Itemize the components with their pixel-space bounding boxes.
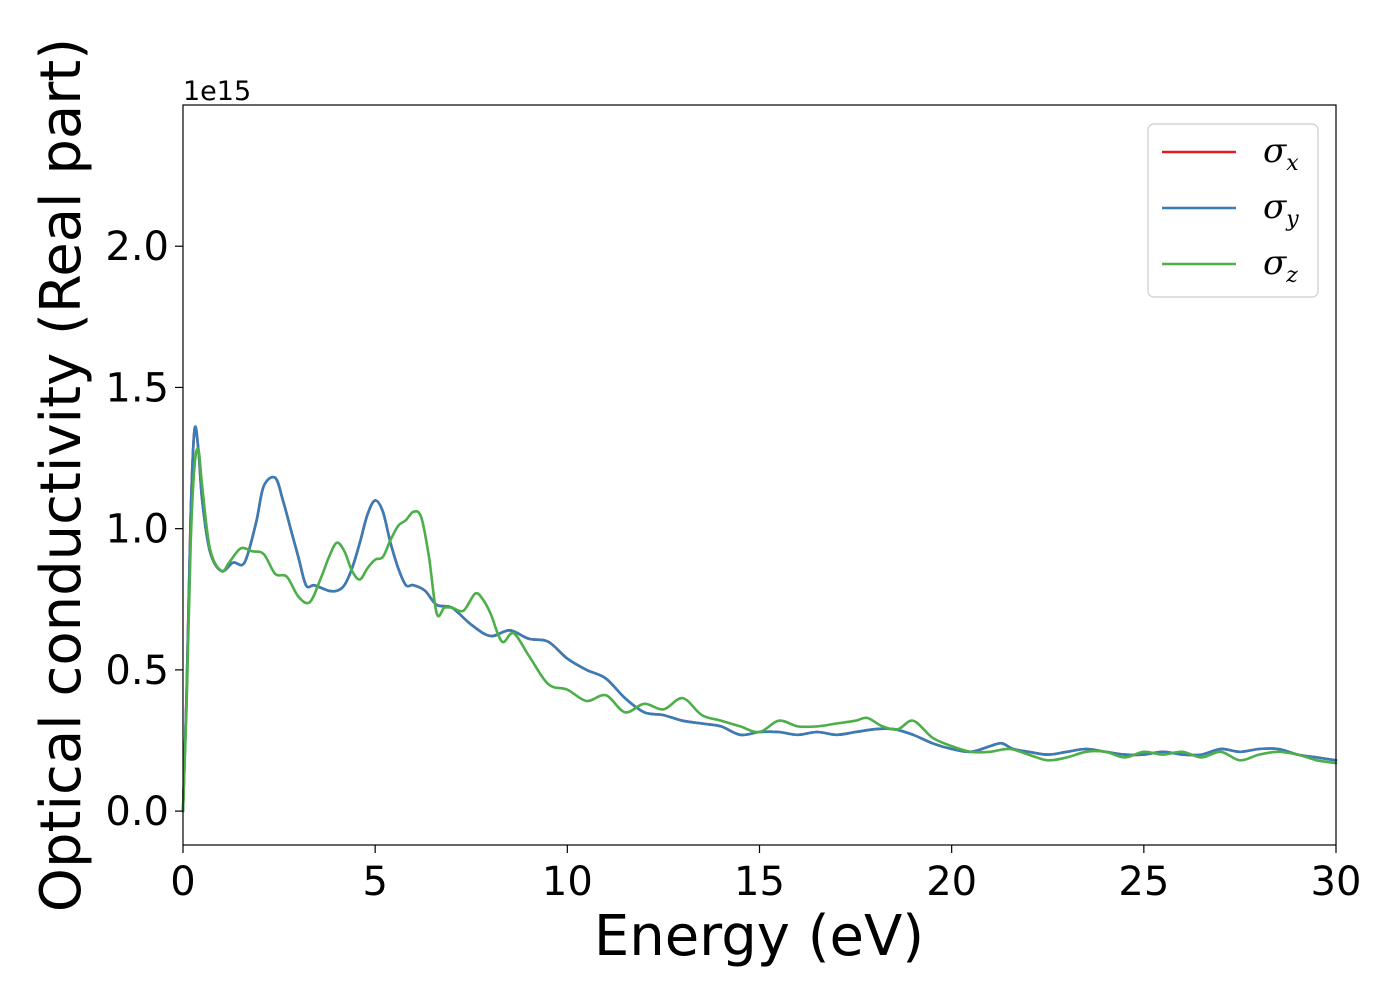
x-tick-label: 15 xyxy=(734,859,785,905)
x-tick-label: 5 xyxy=(362,859,387,905)
legend-label-z: σz xyxy=(1263,243,1298,288)
y-axis-title: Optical conductivity (Real part) xyxy=(29,38,94,912)
y-offset-text: 1e15 xyxy=(183,76,251,107)
x-tick-label: 20 xyxy=(926,859,977,905)
x-axis-title: Energy (eV) xyxy=(594,904,924,969)
legend-label-x: σx xyxy=(1263,131,1299,176)
y-tick-label: 1.0 xyxy=(105,507,169,553)
legend-label-y: σy xyxy=(1263,187,1299,232)
plot-area-background xyxy=(183,105,1336,845)
legend-label-symbol: σ xyxy=(1263,187,1287,227)
y-axis-ticks: 0.0 0.5 1.0 1.5 2.0 xyxy=(105,224,183,835)
legend-label-subscript: x xyxy=(1286,151,1299,176)
x-axis-ticks: 0 5 10 15 20 25 30 xyxy=(170,845,1361,905)
x-tick-label: 30 xyxy=(1311,859,1362,905)
y-tick-label: 0.5 xyxy=(105,648,169,694)
y-tick-label: 2.0 xyxy=(105,224,169,270)
legend-label-symbol: σ xyxy=(1263,131,1287,171)
legend-label-symbol: σ xyxy=(1263,243,1287,283)
x-tick-label: 10 xyxy=(542,859,593,905)
legend-box xyxy=(1147,123,1319,298)
legend-label-subscript: z xyxy=(1285,263,1298,288)
y-tick-label: 0.0 xyxy=(105,789,169,835)
legend-label-subscript: y xyxy=(1285,207,1299,232)
x-tick-label: 0 xyxy=(170,859,195,905)
series-line-y xyxy=(181,425,1338,813)
plot-frame xyxy=(182,104,1337,846)
x-tick-label: 25 xyxy=(1118,859,1169,905)
y-tick-label: 1.5 xyxy=(105,365,169,411)
series-line-z xyxy=(181,447,1338,813)
series-layer xyxy=(181,425,1338,813)
